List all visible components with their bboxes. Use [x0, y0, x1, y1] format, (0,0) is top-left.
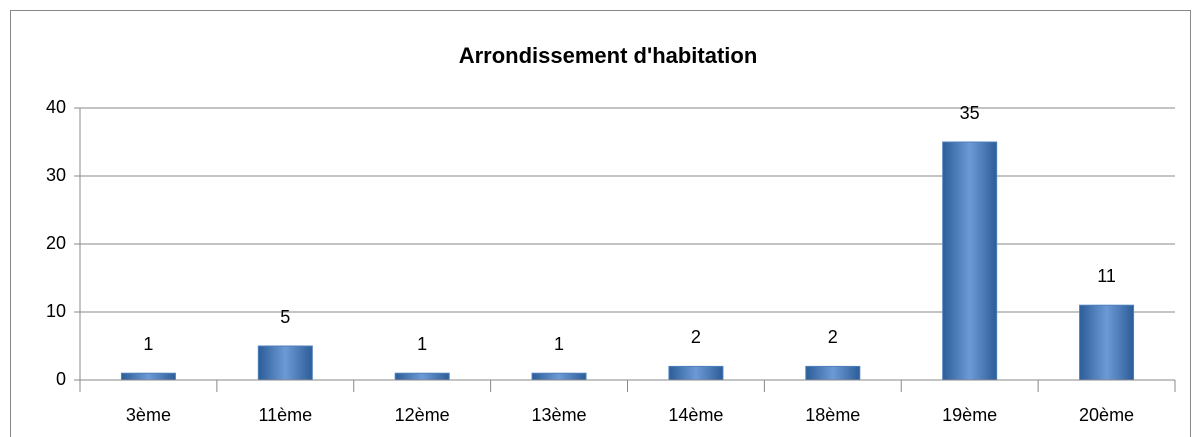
data-label: 35 [960, 103, 980, 123]
data-label: 2 [691, 327, 701, 347]
x-tick-label: 3ème [126, 405, 171, 425]
data-label: 5 [280, 307, 290, 327]
x-tick-label: 20ème [1079, 405, 1134, 425]
y-tick-label: 10 [46, 301, 66, 321]
y-tick-label: 0 [56, 369, 66, 389]
bar [531, 372, 587, 381]
chart-title: Arrondissement d'habitation [459, 43, 758, 68]
x-tick-label: 14ème [668, 405, 723, 425]
chart-frame [10, 10, 1191, 437]
y-tick-label: 30 [46, 165, 66, 185]
data-label: 1 [143, 334, 153, 354]
y-tick-label: 20 [46, 233, 66, 253]
data-label: 1 [554, 334, 564, 354]
bar [805, 365, 861, 381]
bar [668, 365, 724, 381]
bar [257, 345, 313, 381]
x-tick-label: 11ème [258, 405, 312, 425]
x-tick-label: 18ème [805, 405, 860, 425]
bar [1079, 304, 1135, 381]
bar [120, 372, 176, 381]
bar [942, 141, 998, 381]
data-label: 11 [1097, 266, 1116, 286]
data-label: 2 [828, 327, 838, 347]
bar [394, 372, 450, 381]
data-label: 1 [417, 334, 427, 354]
x-tick-label: 12ème [395, 405, 450, 425]
y-tick-label: 40 [46, 97, 66, 117]
x-tick-label: 13ème [532, 405, 587, 425]
x-tick-label: 19ème [942, 405, 997, 425]
